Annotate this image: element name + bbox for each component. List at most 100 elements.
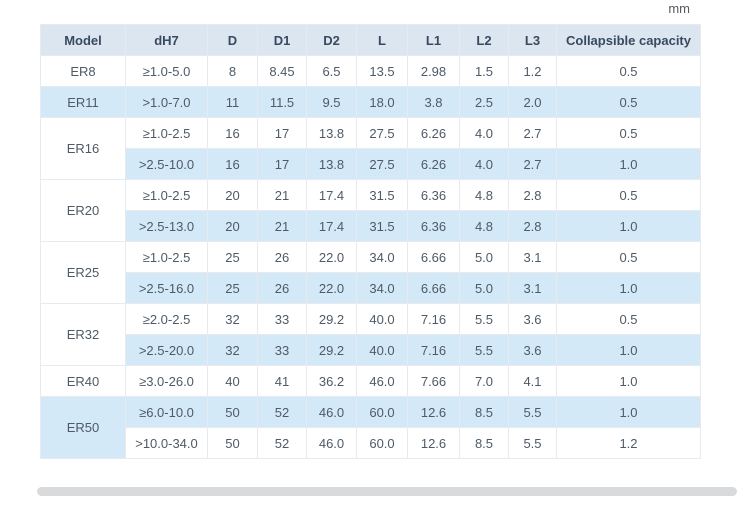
data-cell: 3.8 [407, 86, 460, 118]
table-row: ER20 ≥1.0-2.5 20 21 17.4 31.5 6.36 4.8 2.8 0.5 [40, 179, 701, 242]
data-cell: 22.0 [306, 272, 357, 304]
model-cell: ER16 [40, 117, 126, 180]
data-cell: 12.6 [407, 396, 460, 428]
data-cell: 27.5 [356, 117, 408, 149]
column-header: D1 [257, 24, 307, 56]
data-cell: 6.26 [407, 148, 460, 180]
column-header: dH7 [125, 24, 208, 56]
column-header: D2 [306, 24, 357, 56]
data-cell: 40.0 [356, 303, 408, 335]
data-cell: 46.0 [306, 396, 357, 428]
data-cell: 2.5 [459, 86, 509, 118]
data-cell: 11.5 [257, 86, 307, 118]
data-cell: >2.5-16.0 [125, 272, 208, 304]
data-cell: 5.5 [459, 334, 509, 366]
data-cell: 40.0 [356, 334, 408, 366]
data-cell: 5.5 [459, 303, 509, 335]
data-cell: 52 [257, 396, 307, 428]
data-cell: 25 [207, 241, 258, 273]
data-cell: 13.8 [306, 148, 357, 180]
data-cell: 16 [207, 148, 258, 180]
horizontal-scrollbar[interactable] [37, 487, 737, 496]
column-header: L [356, 24, 408, 56]
data-cell: 1.0 [556, 210, 701, 242]
model-cell: ER25 [40, 241, 126, 304]
data-cell: 1.2 [556, 427, 701, 459]
model-cell: ER20 [40, 179, 126, 242]
data-cell: 40 [207, 365, 258, 397]
model-cell: ER40 [40, 365, 126, 397]
table-row: >10.0-34.0 50 52 46.0 60.0 12.6 8.5 5.5 1.2 [41, 427, 701, 459]
table-row: ER25 ≥1.0-2.5 25 26 22.0 34.0 6.66 5.0 3.1 0.5 [40, 241, 701, 304]
table-row: >2.5-16.0 25 26 22.0 34.0 6.66 5.0 3.1 1.0 [41, 272, 701, 304]
data-cell: 1.0 [556, 272, 701, 304]
table-row: >2.5-13.0 20 21 17.4 31.5 6.36 4.8 2.8 1.0 [41, 210, 701, 242]
data-cell: 6.26 [407, 117, 460, 149]
data-cell: 41 [257, 365, 307, 397]
data-cell: 4.1 [508, 365, 557, 397]
data-cell: 25 [207, 272, 258, 304]
data-cell: 4.0 [459, 117, 509, 149]
data-cell: 50 [207, 427, 258, 459]
data-cell: 0.5 [556, 117, 701, 149]
data-cell: 5.5 [508, 427, 557, 459]
model-cell: ER11 [40, 86, 126, 118]
unit-label: mm [668, 1, 690, 16]
data-cell: 2.7 [508, 117, 557, 149]
data-cell: 3.6 [508, 303, 557, 335]
data-cell: 1.2 [508, 55, 557, 87]
data-cell: 5.0 [459, 272, 509, 304]
data-cell: ≥1.0-5.0 [125, 55, 208, 87]
data-cell: 6.66 [407, 272, 460, 304]
data-cell: ≥6.0-10.0 [125, 396, 208, 428]
data-cell: 5.5 [508, 396, 557, 428]
data-cell: 1.0 [556, 148, 701, 180]
data-cell: 46.0 [306, 427, 357, 459]
data-cell: >1.0-7.0 [125, 86, 208, 118]
data-cell: ≥2.0-2.5 [125, 303, 208, 335]
data-cell: 36.2 [306, 365, 357, 397]
data-cell: 27.5 [356, 148, 408, 180]
data-cell: 6.36 [407, 179, 460, 211]
data-cell: 9.5 [306, 86, 357, 118]
data-cell: 34.0 [356, 272, 408, 304]
data-cell: 5.0 [459, 241, 509, 273]
data-cell: 6.36 [407, 210, 460, 242]
data-cell: 7.16 [407, 334, 460, 366]
data-cell: 21 [257, 179, 307, 211]
table-row: ER8 ≥1.0-5.0 8 8.45 6.5 13.5 2.98 1.5 1.2 0.5 [40, 55, 701, 87]
data-cell: 4.0 [459, 148, 509, 180]
table-row: ER50 ≥6.0-10.0 50 52 46.0 60.0 12.6 8.5 5.5 1.0 [40, 396, 701, 459]
data-cell: 11 [207, 86, 258, 118]
data-cell: 33 [257, 303, 307, 335]
data-cell: 0.5 [556, 179, 701, 211]
data-cell: 29.2 [306, 303, 357, 335]
data-cell: 12.6 [407, 427, 460, 459]
data-cell: 31.5 [356, 179, 408, 211]
data-cell: >2.5-13.0 [125, 210, 208, 242]
data-cell: 60.0 [356, 396, 408, 428]
data-cell: ≥3.0-26.0 [125, 365, 208, 397]
data-cell: 3.6 [508, 334, 557, 366]
data-cell: 2.8 [508, 179, 557, 211]
data-cell: 7.16 [407, 303, 460, 335]
data-cell: 32 [207, 303, 258, 335]
data-cell: 17 [257, 148, 307, 180]
data-cell: 8 [207, 55, 258, 87]
data-cell: 0.5 [556, 55, 701, 87]
model-cell: ER50 [40, 396, 126, 459]
spec-table-body: ER8 ≥1.0-5.0 8 8.45 6.5 13.5 2.98 1.5 1.2 0.5 ER11… [40, 55, 701, 459]
data-cell: 1.5 [459, 55, 509, 87]
data-cell: ≥1.0-2.5 [125, 117, 208, 149]
data-cell: 13.8 [306, 117, 357, 149]
data-cell: 2.98 [407, 55, 460, 87]
data-cell: 17 [257, 117, 307, 149]
data-cell: 4.8 [459, 179, 509, 211]
data-cell: 34.0 [356, 241, 408, 273]
column-header: D [207, 24, 258, 56]
data-cell: 20 [207, 210, 258, 242]
data-cell: 7.66 [407, 365, 460, 397]
model-cell: ER32 [40, 303, 126, 366]
data-cell: 22.0 [306, 241, 357, 273]
data-cell: 1.0 [556, 334, 701, 366]
